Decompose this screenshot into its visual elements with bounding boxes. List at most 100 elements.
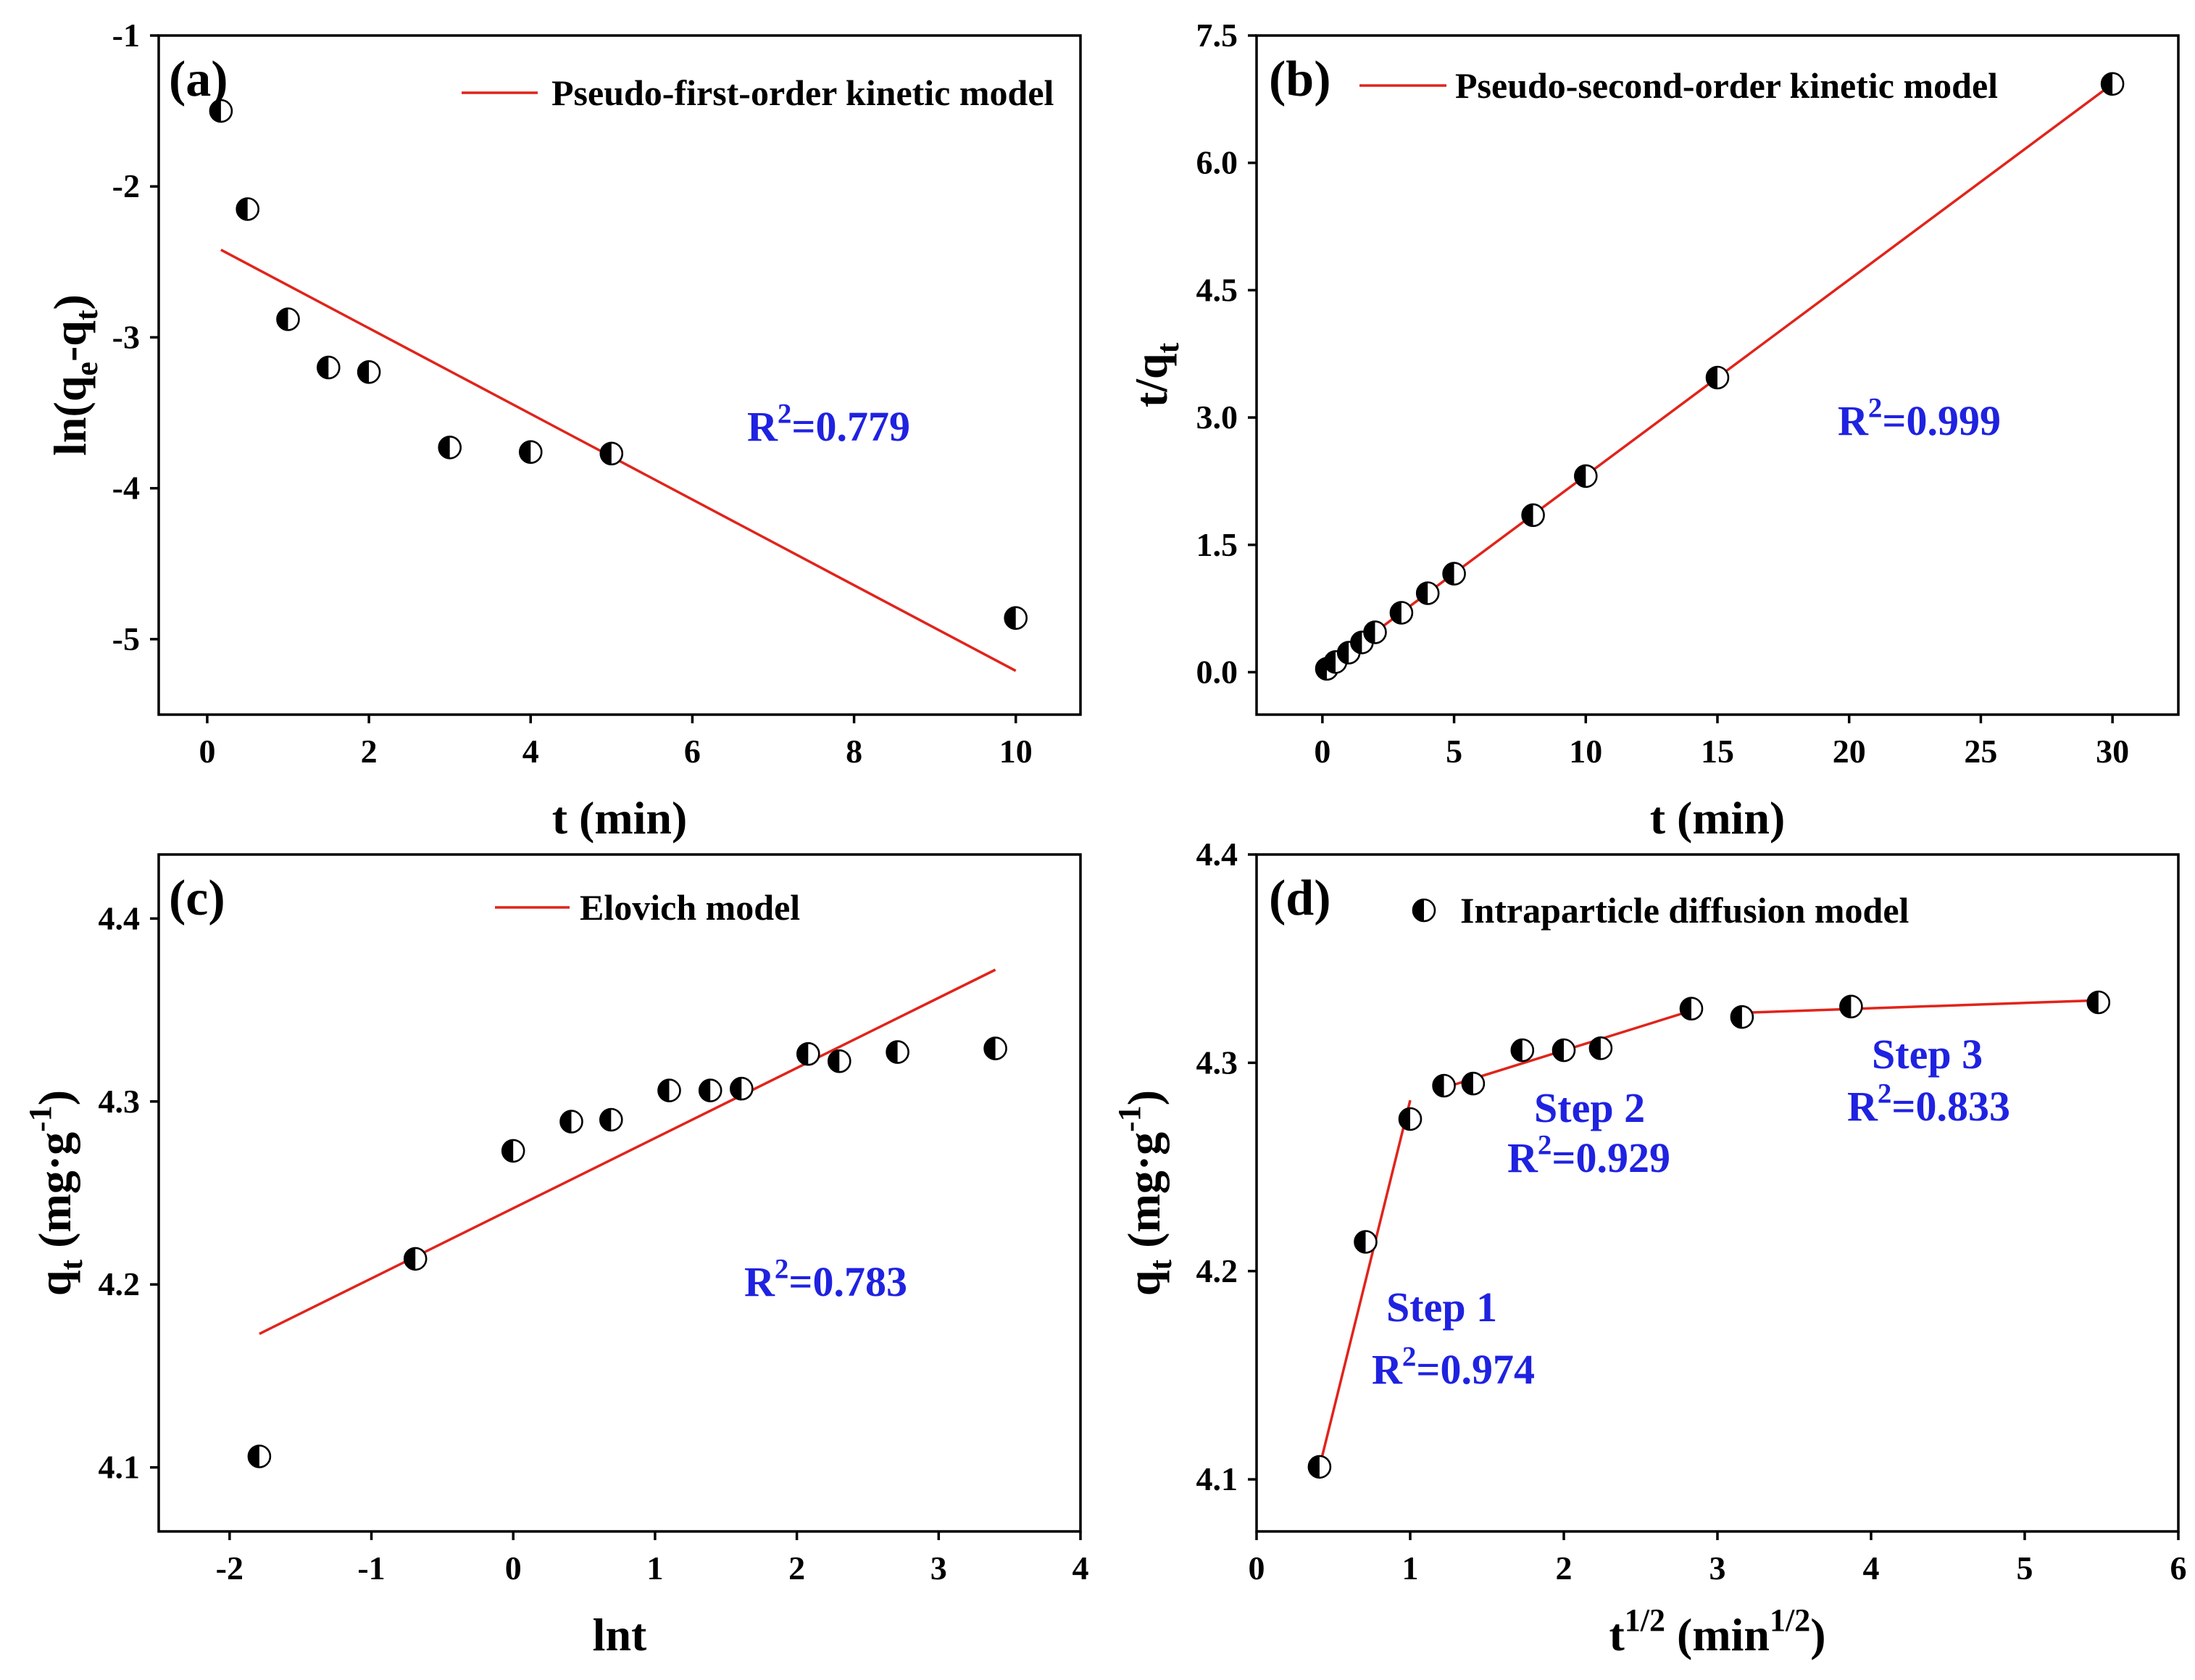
y-tick-label: 4.3 [99, 1083, 141, 1120]
annotation-segment: R [1372, 1346, 1403, 1393]
y-axis-title: ln(qe-qt) [44, 294, 104, 456]
legend-marker-swatch [1412, 898, 1436, 923]
marker-half-fill [1354, 1231, 1366, 1253]
x-tick-label: 15 [1701, 733, 1734, 770]
x-tick-label: -2 [216, 1550, 243, 1587]
marker-half-fill [277, 308, 288, 330]
x-tick-label: 4 [1863, 1550, 1880, 1587]
x-tick-label: 2 [361, 733, 378, 770]
x-tick-label: 6 [2170, 1550, 2187, 1587]
annotation-segment: =0.929 [1552, 1134, 1670, 1181]
x-axis-title: t (min) [552, 792, 688, 844]
marker-half-fill [1443, 562, 1454, 585]
annotation-segment: =0.779 [791, 403, 910, 450]
y-tick-label: 4.3 [1196, 1044, 1238, 1081]
x-axis-title-segment: t (min) [552, 792, 688, 844]
x-axis-title-segment: 1/2 [1770, 1602, 1810, 1638]
y-axis-title-segment: -q [44, 320, 96, 362]
x-tick-label: 30 [2096, 733, 2129, 770]
y-tick-label: 4.2 [1196, 1252, 1238, 1289]
x-tick-label: 0 [1249, 1550, 1265, 1587]
annotation-segment: Step 2 [1534, 1084, 1645, 1131]
annotation-segment: R [1847, 1083, 1878, 1130]
legend-label: Intraparticle diffusion model [1460, 890, 1909, 931]
panel-label: (c) [169, 870, 225, 926]
panel-label: (b) [1269, 51, 1331, 107]
annotation-segment: =0.833 [1891, 1083, 2010, 1130]
data-point [1307, 1455, 1332, 1479]
marker-half-fill [1522, 504, 1533, 526]
marker-half-fill [600, 1109, 612, 1131]
y-axis-title: qt (mg·g-1) [22, 1090, 89, 1296]
x-tick-label: 8 [846, 733, 862, 770]
y-tick-label: -5 [112, 620, 140, 657]
x-tick-label: 5 [1446, 733, 1462, 770]
data-point [796, 1041, 820, 1066]
annotation: Step 3 [1872, 1031, 1983, 1078]
annotation-segment: =0.783 [788, 1258, 907, 1305]
data-point [2100, 72, 2125, 96]
annotation-segment: R [1838, 397, 1869, 444]
annotation-segment: R [744, 1258, 775, 1305]
plot-frame [1255, 34, 2180, 716]
data-point [559, 1110, 583, 1134]
y-axis-title-segment: q [1118, 1271, 1170, 1297]
data-point [828, 1049, 851, 1073]
y-tick-label: 4.5 [1196, 271, 1238, 308]
y-axis-title-segment: t [1150, 342, 1186, 353]
marker-half-fill [1730, 1006, 1742, 1028]
x-axis-title-segment: t [1609, 1609, 1625, 1660]
x-axis-title: t1/2 (min1/2) [1609, 1602, 1825, 1660]
marker-half-fill [1325, 651, 1336, 673]
data-point [599, 1107, 623, 1132]
marker-half-fill [358, 361, 370, 383]
marker-half-fill [1462, 1073, 1473, 1095]
annotation: R2=0.999 [1838, 393, 2001, 444]
fit-line [1741, 999, 2099, 1015]
x-axis-title-segment: ) [1810, 1609, 1825, 1660]
x-axis-title: lnt [593, 1609, 647, 1660]
y-axis-title-segment: t/q [1125, 353, 1177, 407]
y-tick-label: -2 [112, 167, 140, 204]
y-tick-label: 3.0 [1196, 399, 1238, 436]
y-axis-title-segment: (mg·g [29, 1132, 80, 1260]
marker-half-fill [1364, 621, 1375, 644]
marker-half-fill [1308, 1455, 1320, 1478]
fit-line [1318, 1099, 1412, 1468]
annotation: R2=0.929 [1507, 1130, 1670, 1181]
marker-half-fill [828, 1050, 840, 1073]
data-point [236, 197, 260, 221]
panel-label: (a) [169, 51, 228, 107]
data-point [1389, 601, 1414, 625]
data-point [599, 441, 624, 466]
marker-half-fill [2102, 72, 2113, 95]
data-point [403, 1247, 428, 1271]
data-point [276, 307, 300, 331]
data-point [1415, 581, 1440, 605]
annotation-segment: R [747, 403, 778, 450]
annotation-segment: Step 3 [1872, 1031, 1983, 1078]
y-axis-title-segment: -1 [22, 1105, 58, 1132]
legend-label: Elovich model [580, 887, 800, 928]
x-tick-label: 3 [930, 1550, 947, 1587]
data-point [357, 359, 381, 384]
y-tick-label: -1 [112, 17, 140, 54]
data-point [247, 1444, 272, 1468]
annotation-segment: =0.999 [1882, 397, 2001, 444]
y-axis-title-segment: t [54, 1260, 89, 1271]
data-point [1521, 503, 1545, 528]
annotation: R2=0.833 [1847, 1078, 2010, 1130]
marker-half-fill [1553, 1039, 1564, 1062]
marker-half-fill [984, 1037, 996, 1060]
y-tick-label: 4.1 [1196, 1460, 1238, 1497]
x-tick-label: 25 [1964, 733, 1997, 770]
data-point [1730, 1005, 1754, 1029]
marker-half-fill [1351, 631, 1362, 654]
data-point [518, 440, 543, 465]
data-point [1004, 606, 1028, 631]
marker-half-fill [600, 442, 612, 465]
y-tick-label: -4 [112, 470, 140, 507]
marker-half-fill [1390, 602, 1401, 624]
x-tick-label: 10 [999, 733, 1033, 770]
annotation-segment: R [1507, 1134, 1538, 1181]
